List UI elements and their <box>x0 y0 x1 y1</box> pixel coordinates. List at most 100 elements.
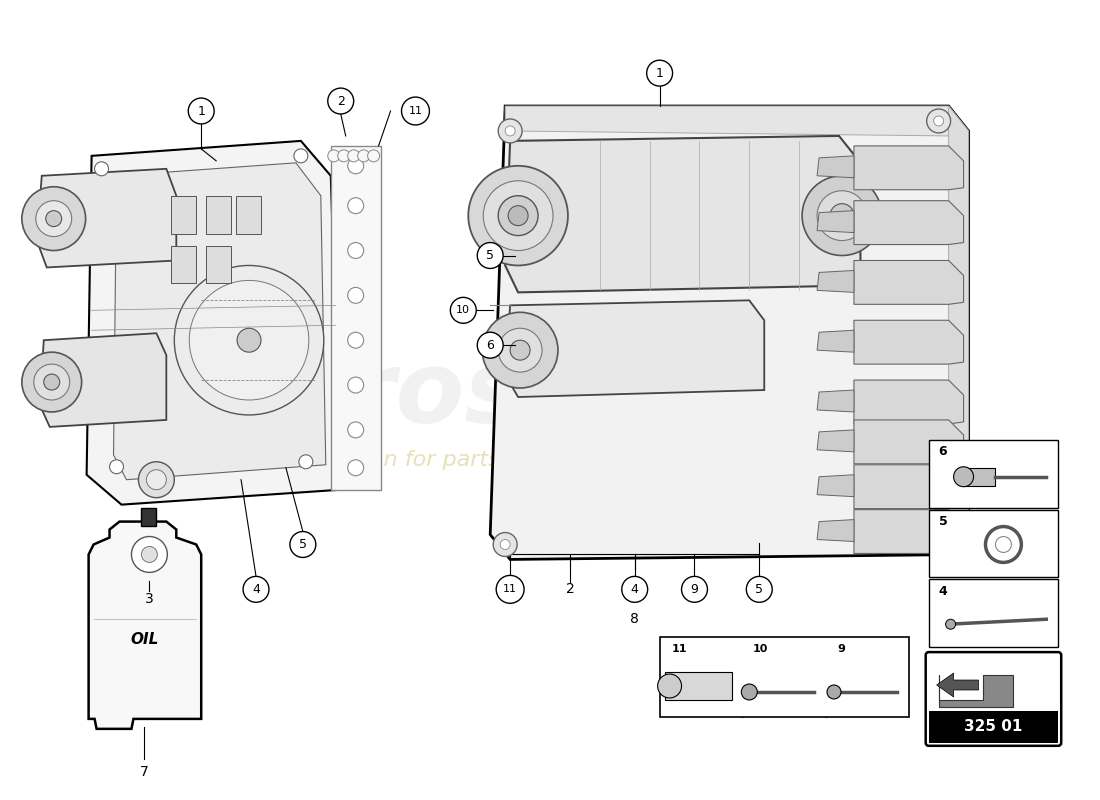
Text: 2: 2 <box>337 94 344 107</box>
Polygon shape <box>87 141 341 505</box>
Circle shape <box>498 328 542 372</box>
Circle shape <box>498 119 522 143</box>
Circle shape <box>44 374 59 390</box>
Bar <box>928 440 1058 508</box>
Circle shape <box>120 525 179 584</box>
Circle shape <box>498 196 538 235</box>
Circle shape <box>741 684 757 700</box>
Bar <box>206 196 231 234</box>
Circle shape <box>290 531 316 558</box>
Circle shape <box>328 150 340 162</box>
Text: 9: 9 <box>691 583 698 596</box>
Text: 7: 7 <box>140 765 148 778</box>
Circle shape <box>496 575 524 603</box>
Circle shape <box>802 176 882 255</box>
Polygon shape <box>937 673 979 697</box>
Polygon shape <box>854 146 964 190</box>
Polygon shape <box>854 201 964 245</box>
Polygon shape <box>854 420 964 464</box>
Polygon shape <box>505 106 968 136</box>
Bar <box>928 510 1058 578</box>
Circle shape <box>827 685 842 699</box>
Text: 5: 5 <box>938 515 947 528</box>
Bar <box>236 196 261 234</box>
Circle shape <box>477 242 503 269</box>
Circle shape <box>954 466 974 486</box>
Text: a passion for parts since 1985: a passion for parts since 1985 <box>293 450 628 470</box>
Bar <box>172 246 196 283</box>
Circle shape <box>986 526 1022 562</box>
Circle shape <box>348 460 364 476</box>
Circle shape <box>402 97 429 125</box>
Polygon shape <box>505 300 764 397</box>
Text: 9: 9 <box>837 644 845 654</box>
Polygon shape <box>854 380 964 424</box>
Circle shape <box>996 537 1011 553</box>
Circle shape <box>367 150 380 162</box>
Text: 4: 4 <box>938 585 947 598</box>
Circle shape <box>682 576 707 602</box>
Circle shape <box>142 546 157 562</box>
Circle shape <box>482 312 558 388</box>
Polygon shape <box>817 210 854 233</box>
Circle shape <box>22 352 81 412</box>
Circle shape <box>348 150 360 162</box>
Circle shape <box>926 109 950 133</box>
Polygon shape <box>817 474 854 497</box>
Circle shape <box>348 332 364 348</box>
Polygon shape <box>505 136 861 292</box>
Polygon shape <box>817 156 854 178</box>
Circle shape <box>508 206 528 226</box>
Text: 3: 3 <box>145 592 154 606</box>
Text: 1: 1 <box>656 66 663 80</box>
Text: 10: 10 <box>752 644 768 654</box>
Bar <box>172 196 196 234</box>
Circle shape <box>243 576 270 602</box>
Circle shape <box>348 377 364 393</box>
Text: 6: 6 <box>486 338 494 352</box>
Circle shape <box>934 116 944 126</box>
Text: 11: 11 <box>503 584 517 594</box>
Circle shape <box>500 539 510 550</box>
Circle shape <box>817 190 867 241</box>
Text: 11: 11 <box>408 106 422 116</box>
Circle shape <box>146 470 166 490</box>
Text: 11: 11 <box>672 644 688 654</box>
Bar <box>928 579 1058 647</box>
Polygon shape <box>817 330 854 352</box>
Polygon shape <box>854 510 964 554</box>
Circle shape <box>358 150 370 162</box>
Circle shape <box>348 287 364 303</box>
Text: 10: 10 <box>456 306 471 315</box>
Polygon shape <box>113 163 326 480</box>
Text: 5: 5 <box>486 249 494 262</box>
Circle shape <box>493 533 517 557</box>
Circle shape <box>348 422 364 438</box>
Text: 4: 4 <box>252 583 260 596</box>
Circle shape <box>174 266 323 415</box>
Polygon shape <box>817 430 854 452</box>
Polygon shape <box>331 146 381 490</box>
Text: 5: 5 <box>299 538 307 551</box>
Circle shape <box>22 186 86 250</box>
Polygon shape <box>948 106 968 554</box>
Bar <box>964 468 996 486</box>
Text: 2: 2 <box>565 582 574 596</box>
Circle shape <box>932 530 956 554</box>
Circle shape <box>110 460 123 474</box>
Circle shape <box>621 576 648 602</box>
Circle shape <box>299 455 312 469</box>
Circle shape <box>132 537 167 572</box>
Text: 325 01: 325 01 <box>965 719 1023 734</box>
Polygon shape <box>817 390 854 412</box>
Circle shape <box>938 537 948 546</box>
Text: 5: 5 <box>756 583 763 596</box>
Circle shape <box>188 98 214 124</box>
Circle shape <box>46 210 62 226</box>
Circle shape <box>746 576 772 602</box>
Circle shape <box>338 150 350 162</box>
Polygon shape <box>817 519 854 542</box>
Text: 6: 6 <box>938 446 947 458</box>
Circle shape <box>189 281 309 400</box>
Polygon shape <box>89 522 201 729</box>
